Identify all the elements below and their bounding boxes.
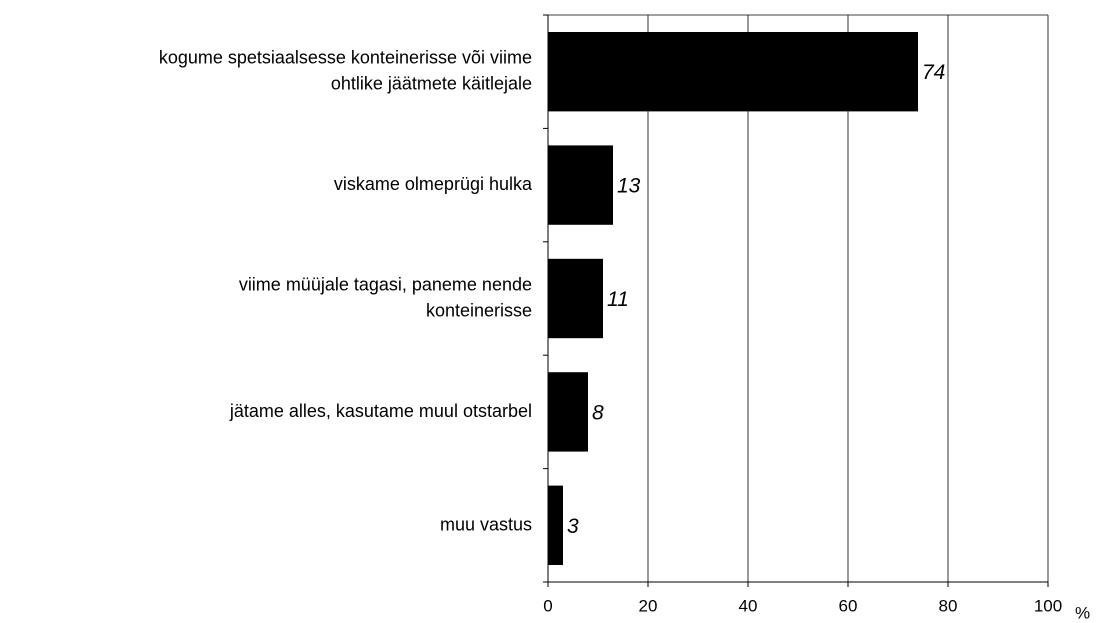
bar bbox=[548, 258, 603, 339]
bar bbox=[548, 145, 613, 225]
x-tick-label: 80 bbox=[939, 596, 958, 615]
bar bbox=[548, 485, 563, 565]
y-tick-label: kogume spetsiaalsesse konteinerisse või … bbox=[159, 47, 532, 93]
value-label: 3 bbox=[567, 515, 579, 538]
y-tick-label: viskame olmeprügi hulka bbox=[334, 174, 533, 194]
value-label: 8 bbox=[592, 401, 604, 424]
x-tick-label: 100 bbox=[1034, 596, 1062, 615]
x-tick-label: 60 bbox=[839, 596, 858, 615]
y-tick-label: jätame alles, kasutame muul otstarbel bbox=[229, 401, 532, 421]
y-tick-label: muu vastus bbox=[440, 514, 532, 534]
bar bbox=[548, 372, 588, 452]
x-axis-label: % bbox=[1075, 603, 1090, 622]
x-tick-label: 40 bbox=[739, 596, 758, 615]
value-label: 13 bbox=[617, 175, 641, 198]
x-tick-label: 0 bbox=[543, 596, 552, 615]
bar bbox=[548, 32, 918, 112]
value-label: 74 bbox=[922, 61, 945, 84]
y-tick-label: viime müüjale tagasi, paneme nende kontei… bbox=[239, 274, 532, 320]
value-label: 11 bbox=[607, 288, 629, 311]
x-tick-label: 20 bbox=[639, 596, 658, 615]
